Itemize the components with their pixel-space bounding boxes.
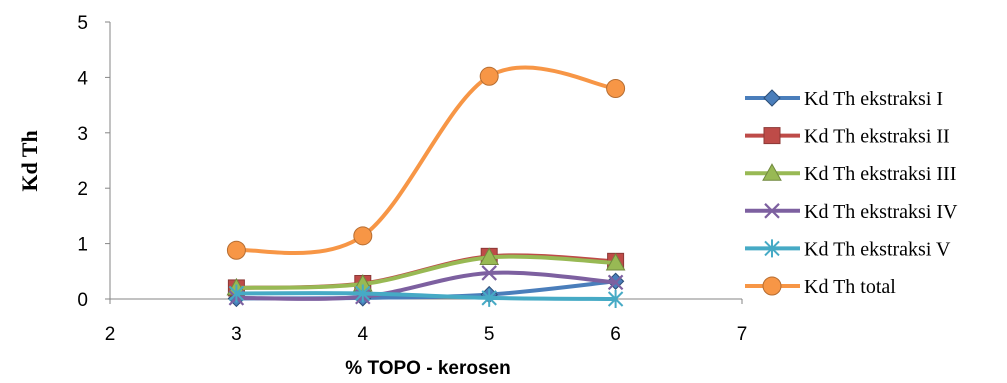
legend-item: Kd Th ekstraksi III xyxy=(745,163,956,185)
legend-item: Kd Th total xyxy=(745,276,896,298)
data-point xyxy=(479,247,500,265)
data-point xyxy=(607,274,624,291)
legend-label: Kd Th ekstraksi V xyxy=(804,238,951,260)
series-group xyxy=(226,65,626,260)
x-tick-label: 2 xyxy=(105,324,116,345)
legend-marker xyxy=(762,163,782,181)
legend: Kd Th ekstraksi I Kd Th ekstraksi II Kd Th… xyxy=(745,88,958,298)
x-tick-label: 5 xyxy=(484,324,495,345)
legend-item: Kd Th ekstraksi V xyxy=(745,238,951,260)
y-tick-label: 1 xyxy=(77,235,88,256)
series-line xyxy=(234,291,618,301)
data-point xyxy=(355,284,371,303)
legend-label: Kd Th total xyxy=(804,276,896,298)
legend-label: Kd Th ekstraksi III xyxy=(804,163,956,185)
y-tick-label: 5 xyxy=(77,13,88,34)
legend-item: Kd Th ekstraksi IV xyxy=(745,201,958,223)
legend-item: Kd Th ekstraksi II xyxy=(745,126,950,148)
y-tick-label: 4 xyxy=(77,68,88,89)
data-point xyxy=(606,78,626,98)
data-point xyxy=(353,226,373,246)
legend-marker xyxy=(762,276,782,296)
legend-marker xyxy=(764,239,780,258)
x-tick-label: 3 xyxy=(231,324,242,345)
x-axis-label: % TOPO - kerosen xyxy=(345,358,510,379)
legend-item: Kd Th ekstraksi I xyxy=(745,88,943,110)
data-point xyxy=(481,265,497,281)
x-tick-labels: 2 3 4 5 6 7 xyxy=(105,299,748,345)
legend-marker xyxy=(764,203,780,219)
series-line xyxy=(234,254,618,290)
series-layer xyxy=(226,65,626,308)
legend-label: Kd Th ekstraksi IV xyxy=(804,201,958,223)
x-tick-label: 7 xyxy=(737,324,748,345)
data-point xyxy=(479,66,499,86)
data-point xyxy=(226,240,246,260)
legend-label: Kd Th ekstraksi II xyxy=(804,126,950,148)
data-point xyxy=(481,288,497,307)
series-line xyxy=(234,65,618,256)
series-group xyxy=(226,247,626,296)
y-tick-label: 3 xyxy=(77,124,88,145)
data-point xyxy=(607,290,624,308)
y-tick-label: 2 xyxy=(77,179,88,200)
y-axis-label: Kd Th xyxy=(17,130,42,191)
series-group xyxy=(228,284,624,308)
legend-label: Kd Th ekstraksi I xyxy=(804,88,943,110)
series-line xyxy=(234,270,618,301)
y-tick-label: 0 xyxy=(77,290,88,311)
x-tick-label: 6 xyxy=(610,324,621,345)
legend-marker xyxy=(763,127,781,145)
data-point xyxy=(228,284,245,303)
y-tick-labels: 0 1 2 3 4 5 xyxy=(77,13,110,311)
data-point xyxy=(605,252,626,271)
legend-marker xyxy=(763,89,781,107)
x-tick-label: 4 xyxy=(358,324,369,345)
plot-area: 0 1 2 3 4 5 2 3 4 5 6 7 xyxy=(77,13,747,345)
